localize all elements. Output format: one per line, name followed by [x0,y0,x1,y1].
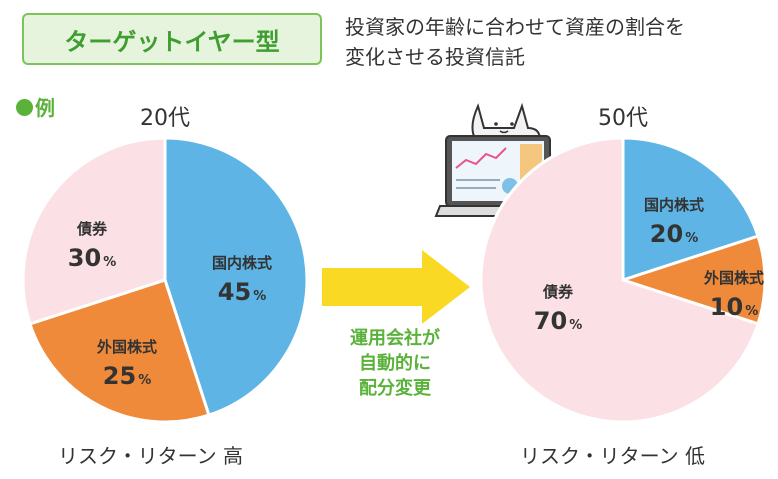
arrow-caption-line-2: 自動的に [359,353,431,374]
pie-20s-slice-foreign-stocks [28,278,211,424]
pie-20s-slice-domestic-stocks [163,136,309,417]
pie-20s-value-foreign-stocks: 25% [103,362,151,390]
arrow-caption-line-1: 運用会社が [350,328,440,349]
risk-return-20s: リスク・リターン 高 [58,444,243,468]
pie-50s-label-domestic-stocks: 国内株式 [644,196,704,214]
risk-return-50s: リスク・リターン 低 [520,444,705,468]
arrow-caption-line-3: 配分変更 [359,378,431,399]
example-label: 例 [16,92,55,121]
description: 投資家の年齢に合わせて資産の割合を 変化させる投資信託 [345,12,685,72]
pie-50s-slice-bonds [479,136,760,424]
example-text: 例 [35,96,55,120]
arrow-caption: 運用会社が 自動的に 配分変更 [325,326,465,401]
description-line-2: 変化させる投資信託 [345,45,525,69]
pie-50s-slice-foreign-stocks [618,234,767,326]
pie-50s-slice-domestic-stocks [621,136,760,283]
pie-20s-label-bonds: 債券 [76,220,108,238]
pie-title-20s: 20代 [140,106,190,131]
description-line-1: 投資家の年齢に合わせて資産の割合を [345,15,685,39]
transition-arrow [322,250,470,324]
pie-50s-label-foreign-stocks: 外国株式 [703,269,764,287]
green-dot-icon [16,99,33,116]
pie-20s-label-foreign-stocks: 外国株式 [96,338,157,356]
fund-type-badge: ターゲットイヤー型 [22,13,322,65]
pie-20s-label-domestic-stocks: 国内株式 [212,254,272,272]
pie-title-50s: 50代 [598,106,648,131]
pie-50s-label-bonds: 債券 [542,283,574,301]
pie-20s-slice-bonds [21,136,167,326]
